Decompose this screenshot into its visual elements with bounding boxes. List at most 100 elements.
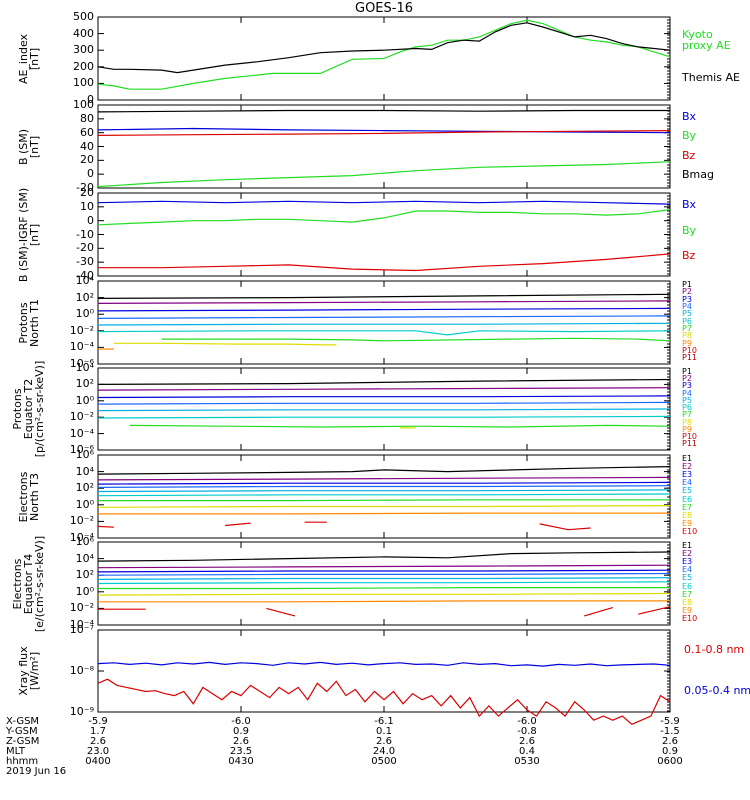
legend-entry: E4: [682, 478, 693, 488]
legend-entry: Kyoto proxy AE: [682, 28, 731, 52]
series-line-e1: [97, 551, 671, 562]
legend-entry: Bz: [682, 148, 696, 162]
y-tick-label: 10⁻²: [69, 514, 94, 528]
y-tick-label: 10⁻⁴: [69, 618, 94, 631]
series-line-e10a: [97, 525, 114, 528]
y-tick-label: 20: [80, 186, 94, 199]
x-axis-row-value: 1.7: [90, 726, 106, 737]
y-tick-label: 10⁰: [75, 393, 94, 407]
legend-entry: P10: [682, 346, 698, 355]
series-line-e6: [97, 581, 671, 585]
plot-title: GOES-16: [355, 1, 414, 16]
series-line-p2: [97, 300, 671, 304]
panel-frame: [97, 104, 671, 189]
legend-entry: P2: [682, 374, 692, 384]
legend-entry: 0.05-0.4 nm: [684, 684, 750, 697]
series-line-e7: [98, 586, 670, 590]
legend-entry: P7: [682, 324, 692, 333]
legend-entry: E5: [682, 486, 693, 496]
y-tick-label: 10⁻⁴: [69, 426, 94, 440]
y-tick-label: 10⁻²: [69, 410, 94, 424]
y-tick-label: 10⁰: [75, 584, 94, 598]
x-axis-row-value: 0.1: [376, 726, 392, 737]
panel-bigrf: [97, 192, 671, 277]
legend-entry: E10: [682, 613, 698, 623]
y-axis-label: Protons Equator T2 [p/(cm²-s-sr-keV)]: [11, 360, 46, 458]
y-tick-label: 10⁶: [75, 535, 94, 548]
legend-entry: E9: [682, 518, 693, 528]
panel-frame: [97, 454, 671, 539]
x-axis-row-value: -6.1: [374, 716, 394, 727]
legend-entry: P4: [682, 302, 692, 311]
series-line-bx: [97, 127, 671, 134]
x-axis-row-value: 0.4: [519, 746, 535, 757]
y-tick-label: 10⁴: [75, 551, 94, 565]
y-tick-label: 20: [80, 153, 94, 167]
series-line-e7: [98, 499, 670, 502]
y-tick-label: 500: [73, 10, 94, 23]
series-line-0-1-0-8-nm: [97, 678, 671, 725]
y-tick-label: 60: [80, 125, 94, 139]
legend-entry: E6: [682, 581, 693, 591]
y-tick-label: 0: [87, 167, 94, 181]
x-axis-row-value: 2.6: [662, 736, 678, 747]
y-tick-label: 10²: [75, 568, 94, 582]
series-line-bx: [97, 200, 671, 205]
y-axis-label: AE_index [nT]: [17, 33, 41, 84]
series-line-p4: [97, 401, 671, 405]
x-axis-row-value: -6.0: [517, 716, 537, 727]
series-line-e8: [97, 592, 671, 596]
legend-entry: P4: [682, 388, 692, 398]
y-tick-label: 80: [80, 111, 94, 125]
legend-entry: E1: [682, 454, 693, 463]
y-axis-label: B (SM)-IGRF (SM) [nT]: [17, 187, 41, 282]
x-axis-row-value: -6.0: [231, 716, 251, 727]
legend-entry: P5: [682, 309, 692, 319]
y-tick-label: 0: [87, 213, 94, 227]
series-line-e5: [97, 577, 671, 581]
legend-entry: P6: [682, 403, 692, 413]
panel-ae: [97, 16, 671, 101]
series-line-e4: [97, 572, 671, 576]
legend-entry: P1: [682, 367, 692, 376]
x-axis-row-value: 2.6: [90, 736, 106, 747]
x-axis-row-name: MLT: [6, 746, 25, 757]
y-tick-label: 100: [73, 98, 94, 111]
series-line-0-05-0-4-nm: [97, 661, 671, 667]
panel-electrons_t3: [97, 454, 671, 539]
series-line-e10b: [225, 522, 251, 527]
x-axis-row-value: 0500: [371, 756, 397, 767]
x-axis-row-value: 23.0: [86, 746, 110, 757]
y-tick-label: 10⁻⁶: [69, 357, 94, 370]
y-tick-label: 10²: [75, 290, 94, 304]
panel-protons_t1: [97, 280, 671, 365]
series-line-bmag: [97, 109, 670, 113]
series-line-by: [97, 161, 671, 188]
series-line-p2: [97, 387, 671, 391]
y-tick-label: 100: [73, 76, 94, 90]
x-axis-row-value: 24.0: [372, 746, 396, 757]
legend-entry: P5: [682, 395, 692, 405]
y-axis-label: B (SM) [nT]: [17, 128, 41, 165]
x-axis-row-value: 2.6: [233, 736, 249, 747]
series-line-e10c: [584, 607, 613, 617]
legend-entry: By: [682, 223, 697, 237]
y-tick-label: -10: [76, 227, 94, 241]
x-axis-row-value: 23.5: [229, 746, 253, 757]
series-line-p5: [97, 322, 671, 326]
x-axis-row-value: 0.9: [233, 726, 249, 737]
legend-entry: P7: [682, 410, 692, 420]
panel-frame: [97, 280, 671, 365]
y-tick-label: 200: [73, 59, 94, 73]
legend-entry: P9: [682, 424, 692, 434]
legend-entry: 0.1-0.8 nm: [684, 643, 745, 656]
x-axis-row-name: Z-GSM: [6, 736, 40, 747]
series-line-e4: [97, 485, 671, 488]
series-line-p6: [97, 330, 671, 336]
x-axis-row-value: 0400: [85, 756, 111, 767]
legend-entry: P3: [682, 381, 692, 391]
x-axis-row-value: 2.6: [376, 736, 392, 747]
y-tick-label: -20: [76, 241, 94, 255]
legend-entry: E3: [682, 557, 693, 567]
x-axis-row-value: 0600: [657, 756, 683, 767]
